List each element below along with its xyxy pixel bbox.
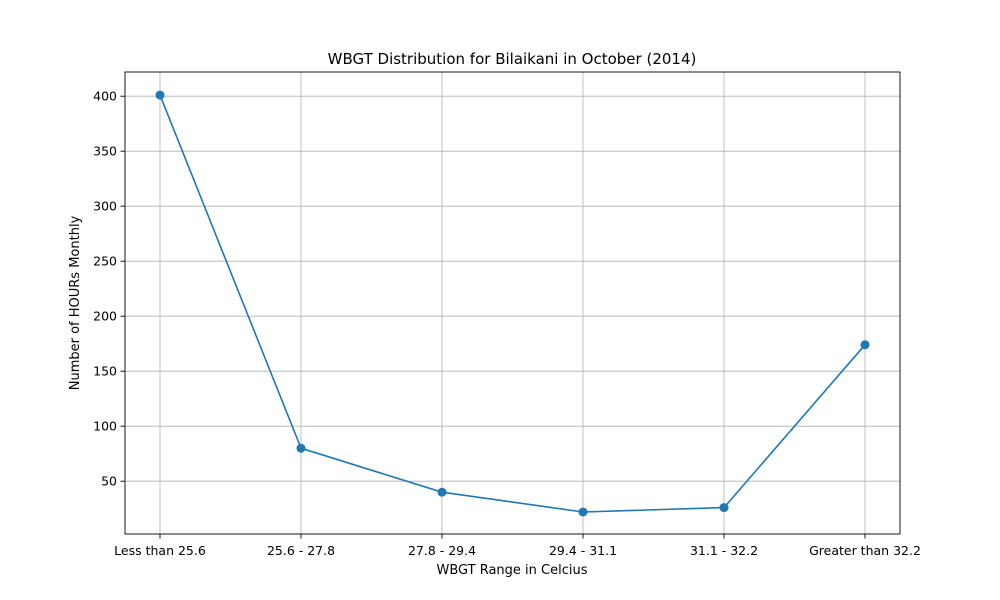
y-tick-label: 200 — [93, 309, 117, 324]
x-tick-label: Greater than 32.2 — [809, 543, 921, 558]
y-tick-label: 50 — [101, 474, 117, 489]
y-tick-label: 350 — [93, 144, 117, 159]
x-tick-label: Less than 25.6 — [114, 543, 206, 558]
data-point — [155, 90, 165, 100]
data-point — [860, 340, 870, 350]
y-axis-label: Number of HOURs Monthly — [68, 215, 83, 390]
data-point — [437, 487, 447, 497]
series-line — [159, 94, 866, 513]
y-tick-label: 400 — [93, 89, 117, 104]
y-tick-label: 250 — [93, 254, 117, 269]
data-point — [296, 443, 306, 453]
y-tick-label: 100 — [93, 419, 117, 434]
axes-layer — [124, 71, 901, 535]
series-layer — [155, 90, 870, 517]
plot-frame — [124, 71, 901, 535]
x-tick-label: 29.4 - 31.1 — [549, 543, 617, 558]
x-tick-label: 25.6 - 27.8 — [267, 543, 335, 558]
data-point — [578, 507, 588, 517]
chart-title: WBGT Distribution for Bilaikani in Octob… — [328, 50, 697, 68]
y-tick-label: 150 — [93, 364, 117, 379]
x-tick-label: 27.8 - 29.4 — [408, 543, 476, 558]
y-tick-label: 300 — [93, 199, 117, 214]
ticks-layer: Less than 25.6 25.6 - 27.8 27.8 - 29.4 29.4… — [93, 89, 921, 558]
x-tick-label: 31.1 - 32.2 — [690, 543, 758, 558]
data-point — [719, 503, 729, 513]
x-axis-label: WBGT Range in Celcius — [436, 563, 587, 578]
grid-layer — [125, 72, 900, 534]
